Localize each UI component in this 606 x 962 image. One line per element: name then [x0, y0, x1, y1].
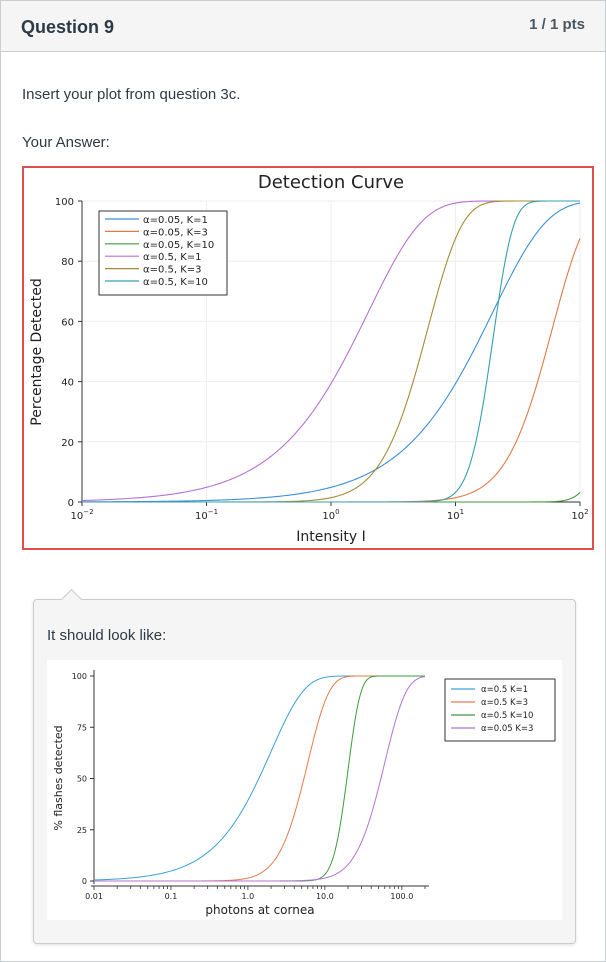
y-tick-label: 20 — [61, 438, 74, 449]
legend-entry: α=0.05, K=3 — [143, 227, 208, 238]
series-line — [94, 675, 425, 882]
x-tick-label: 10.0 — [316, 892, 334, 901]
question-points: 1 / 1 pts — [529, 16, 585, 33]
y-tick-label: 100 — [72, 672, 87, 681]
y-tick-label: 0 — [82, 877, 87, 886]
question-prompt: Insert your plot from question 3c. — [22, 86, 241, 103]
y-tick-label: 25 — [77, 826, 87, 835]
legend-entry: α=0.5 K=1 — [481, 685, 528, 695]
y-tick-label: 0 — [68, 498, 74, 509]
x-axis-label: photons at cornea — [205, 903, 314, 917]
x-tick-label: 102 — [571, 508, 588, 522]
x-tick-label: 10−2 — [70, 508, 93, 522]
y-tick-label: 80 — [61, 257, 74, 268]
y-tick-label: 50 — [77, 775, 87, 784]
series-line — [93, 675, 425, 881]
x-axis-label: Intensity I — [296, 529, 366, 545]
x-tick-label: 100 — [322, 508, 339, 522]
comment-text: It should look like: — [47, 627, 167, 644]
x-tick-label: 10−1 — [195, 508, 218, 522]
x-tick-label: 0.01 — [85, 892, 103, 901]
series-line — [81, 202, 581, 503]
reference-plot-frame: 0 25 50 75 100 0.01 0.1 1.0 10.0 100.0 photons at … — [47, 660, 562, 920]
legend-entry: α=0.5, K=1 — [143, 252, 202, 263]
legend-entry: α=0.5, K=3 — [143, 265, 202, 276]
reference-chart: 0 25 50 75 100 0.01 0.1 1.0 10.0 100.0 photons at … — [52, 670, 556, 917]
detection-curve-chart: Detection Curve 0 20 40 60 80 100 10−2 10−1 100 10… — [29, 172, 589, 545]
y-tick-label: 75 — [77, 723, 87, 732]
x-tick-label: 101 — [447, 508, 464, 522]
question-header: Question 9 1 / 1 pts — [1, 1, 605, 52]
y-axis-label: Percentage Detected — [29, 278, 45, 425]
x-tick-label: 100.0 — [390, 892, 413, 901]
callout-arrow — [60, 588, 83, 611]
series-line — [94, 675, 425, 882]
legend-entry: α=0.05, K=10 — [143, 240, 214, 251]
comment-callout: It should look like: 0 25 50 75 100 0.01 0.1 1.… — [33, 588, 576, 944]
x-tick-label: 0.1 — [165, 892, 178, 901]
series-line — [82, 200, 580, 503]
y-tick-label: 40 — [61, 378, 74, 389]
legend-entry: α=0.5 K=10 — [481, 711, 533, 721]
legend-entry: α=0.05 K=3 — [481, 724, 533, 734]
y-tick-label: 60 — [61, 317, 74, 328]
y-axis-label: % flashes detected — [52, 725, 65, 830]
legend-entry: α=0.5, K=10 — [143, 277, 208, 288]
answer-plot-frame: Detection Curve 0 20 40 60 80 100 10−2 10−1 100 10… — [22, 166, 594, 550]
series-line — [94, 676, 426, 882]
chart-title: Detection Curve — [258, 172, 404, 193]
x-tick-label: 1.0 — [242, 892, 255, 901]
answer-label: Your Answer: — [22, 134, 110, 151]
y-tick-label: 100 — [55, 197, 74, 208]
question-title: Question 9 — [21, 17, 115, 37]
legend-entry: α=0.5 K=3 — [481, 698, 528, 708]
legend-entry: α=0.05, K=1 — [143, 215, 208, 226]
